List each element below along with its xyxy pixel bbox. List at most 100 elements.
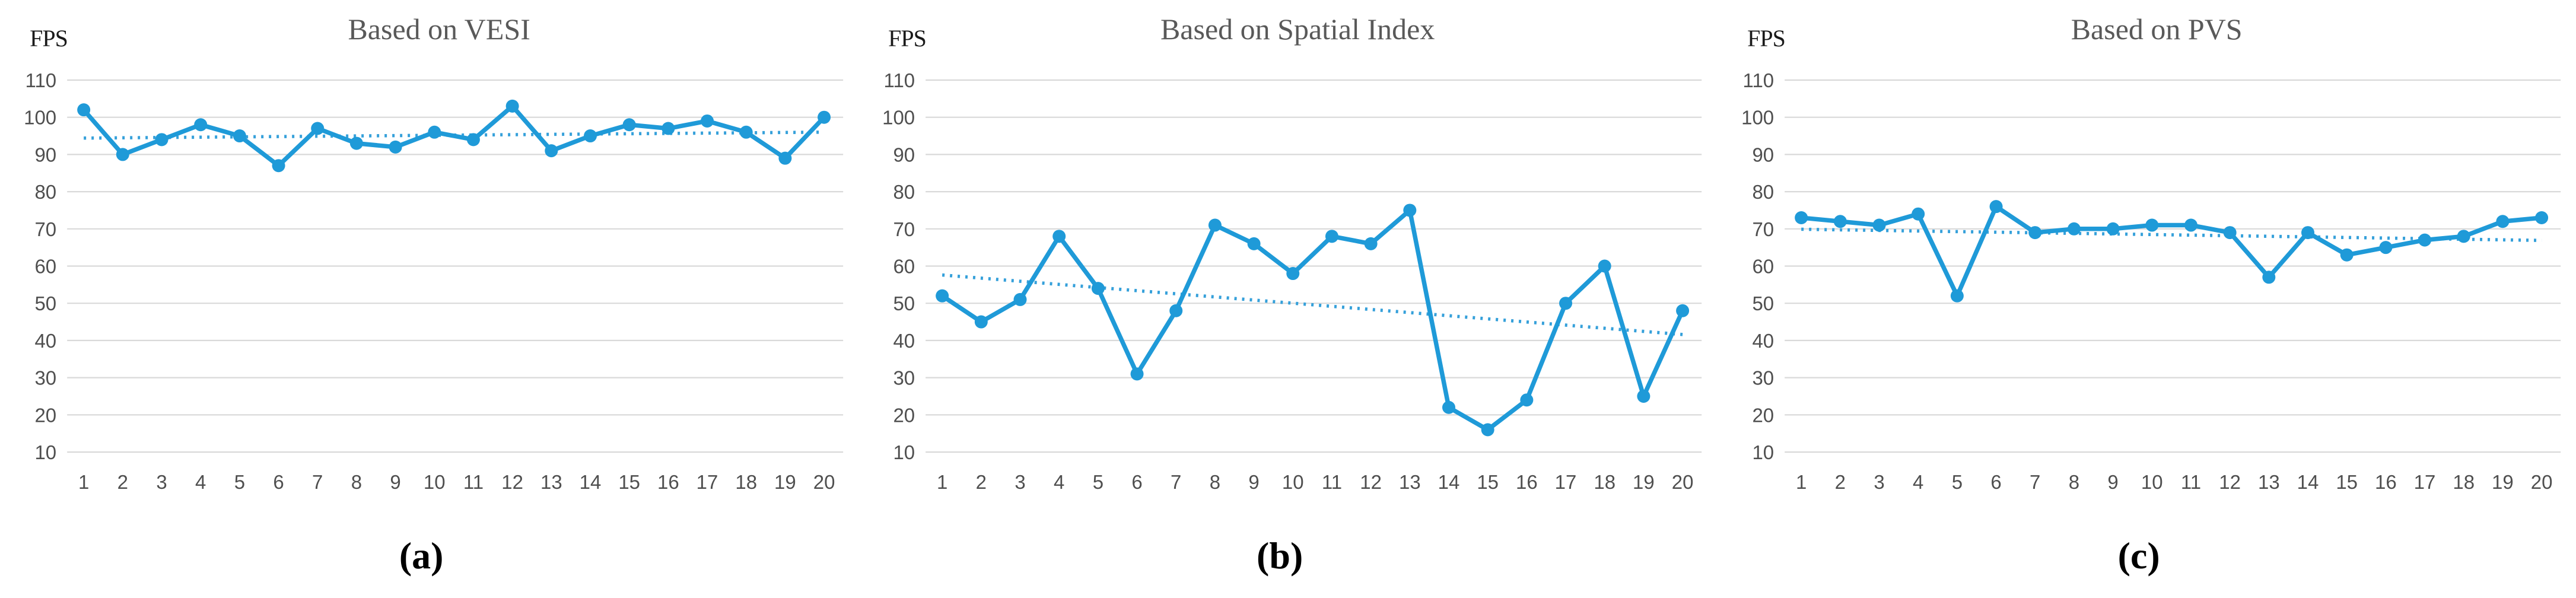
chart-title: Based on PVS [2071,12,2242,46]
x-tick-label: 6 [1132,471,1143,493]
data-point [311,122,325,135]
data-point [1286,267,1300,281]
data-point [778,151,792,165]
data-point [1209,218,1222,232]
y-tick-label: 100 [24,107,56,129]
x-tick-label: 4 [195,471,206,493]
x-tick-label: 2 [976,471,987,493]
x-tick-label: 8 [2068,471,2079,493]
x-tick-label: 18 [1594,471,1616,493]
chart-title: Based on VESI [348,12,530,46]
y-tick-label: 20 [1752,404,1774,426]
y-tick-label: 100 [1741,107,1774,129]
data-point [1013,292,1027,306]
data-point [116,148,129,161]
data-point [77,103,91,117]
x-tick-label: 8 [1210,471,1220,493]
y-tick-label: 100 [882,107,915,129]
y-tick-label: 50 [893,292,915,314]
x-tick-label: 19 [2492,471,2514,493]
fps-series-line [1799,204,2544,298]
data-point [349,136,363,150]
data-point [505,99,519,113]
data-point [1637,389,1650,403]
x-tick-label: 17 [2413,471,2435,493]
x-tick-label: 17 [1555,471,1577,493]
y-tick-label: 10 [34,441,56,463]
y-tick-label: 50 [1752,292,1774,314]
data-point [1872,218,1886,232]
y-tick-label: 90 [1752,144,1774,166]
x-tick-label: 17 [697,471,718,493]
data-point [1052,230,1066,243]
x-tick-label: 6 [1990,471,2001,493]
x-tick-label: 19 [774,471,796,493]
data-point [1325,230,1339,243]
x-tick-label: 14 [2297,471,2319,493]
x-tick-labels: 1 2 3 4 5 6 7 8 9 10 11 12 13 14 15 16 17 18 19 20 [937,471,1693,493]
x-tick-label: 3 [1015,471,1026,493]
x-tick-label: 10 [1282,471,1304,493]
x-tick-label: 18 [2453,471,2475,493]
data-point [739,125,753,139]
data-point [1911,207,1925,221]
y-tick-label: 60 [1752,256,1774,278]
y-tick-label: 110 [1742,69,1774,91]
x-tick-label: 19 [1633,471,1655,493]
data-point [2379,241,2393,255]
data-point [2457,230,2470,243]
x-tick-label: 8 [351,471,362,493]
y-tick-label: 80 [1752,181,1774,203]
y-tick-label: 30 [1752,367,1774,389]
x-tick-label: 11 [2180,471,2200,493]
x-tick-label: 7 [1171,471,1181,493]
data-point [936,289,949,303]
chart-spatial-index: FPS Based on Spatial Index 10 20 30 40 50 60 7… [858,0,1717,598]
y-tick-label: 110 [884,69,915,91]
x-tick-label: 16 [1516,471,1538,493]
y-axis-unit-label: FPS [1747,25,1785,52]
y-tick-label: 20 [893,404,915,426]
data-point [2028,226,2041,240]
data-point [975,315,988,329]
x-tick-label: 1 [78,471,89,493]
gridlines [926,79,1702,453]
x-tick-label: 7 [2030,471,2040,493]
gridlines [1784,79,2561,453]
y-tick-label: 70 [893,218,915,240]
x-tick-label: 1 [1796,471,1807,493]
data-point [1481,423,1495,437]
data-point [466,133,480,147]
chart-caption: (b) [1257,535,1303,577]
plot-area [77,99,831,173]
data-point [1520,393,1534,407]
chart-spatial-index-canvas: FPS Based on Spatial Index 10 20 30 40 50 60 7… [882,12,1702,577]
x-tick-label: 16 [2375,471,2397,493]
data-point [2106,222,2120,236]
data-point [1169,304,1183,317]
y-tick-label: 90 [893,144,915,166]
data-point [428,125,441,139]
x-tick-label: 15 [1477,471,1499,493]
y-axis-unit-label: FPS [30,25,68,52]
x-tick-label: 13 [2258,471,2280,493]
data-point [1794,211,1808,224]
x-tick-label: 2 [117,471,128,493]
data-point [818,110,831,124]
data-point [701,114,714,128]
y-tick-label: 10 [1752,441,1774,463]
x-tick-label: 5 [1951,471,1962,493]
data-point [1130,367,1144,381]
gridlines [67,79,844,453]
data-point [1247,237,1261,250]
x-tick-label: 9 [390,471,400,493]
y-tick-label: 50 [34,292,56,314]
x-tick-label: 14 [580,471,602,493]
y-tick-label: 60 [34,256,56,278]
data-point [2496,215,2510,228]
x-tick-label: 4 [1913,471,1923,493]
chart-vesi: FPS Based on VESI 10 20 30 40 50 60 70 80 90 100 1… [0,0,858,598]
data-point [1989,200,2003,214]
chart-caption: (c) [2117,535,2160,577]
data-point [2301,226,2314,240]
